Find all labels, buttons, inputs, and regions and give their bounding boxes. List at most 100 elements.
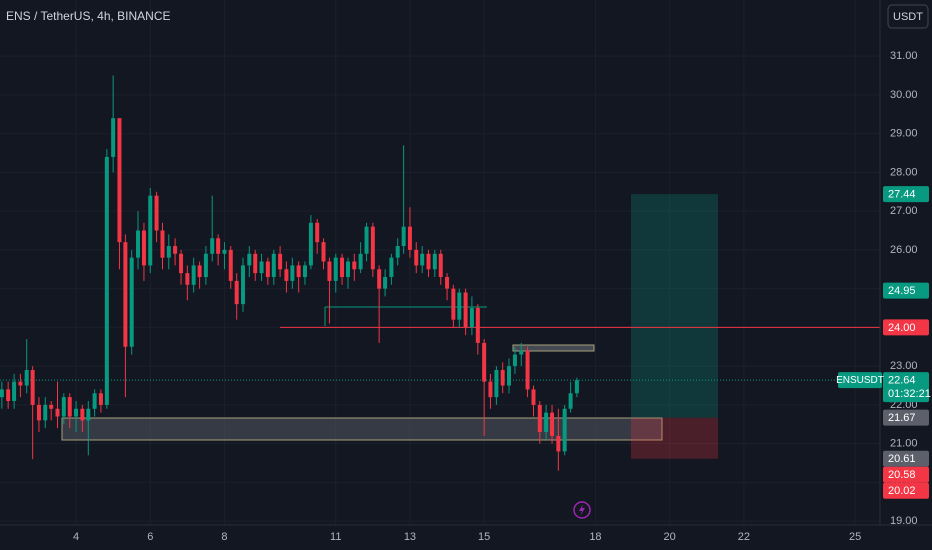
candle-body: [507, 366, 512, 386]
candle-body: [377, 269, 382, 289]
y-tick-label: 31.00: [890, 50, 918, 62]
candles: [0, 75, 579, 471]
position-profit-zone: [631, 194, 718, 418]
candle-body: [203, 253, 208, 278]
countdown: 01:32:21: [888, 388, 931, 400]
candle-body: [30, 370, 35, 405]
x-tick-label: 25: [849, 531, 861, 543]
x-tick-label: 13: [404, 531, 416, 543]
x-tick-label: 20: [664, 531, 676, 543]
y-tick-label: 30.00: [890, 89, 918, 101]
candle-body: [166, 246, 171, 258]
candle-body: [111, 118, 116, 157]
candle-body: [574, 380, 579, 394]
y-tick-label: 26.00: [890, 244, 918, 256]
candle-body: [438, 253, 443, 278]
candle-body: [340, 257, 345, 278]
candle-body: [117, 118, 122, 243]
symbol-tag: [838, 372, 882, 389]
candle-body: [104, 156, 109, 405]
candle-body: [389, 257, 394, 278]
x-tick-label: 15: [478, 531, 490, 543]
lightning-icon[interactable]: [573, 501, 591, 519]
candle-body: [271, 253, 276, 278]
candle-body: [568, 393, 573, 409]
price-tag: [883, 319, 929, 336]
candle-body: [234, 280, 239, 305]
candle-body: [216, 238, 221, 254]
candle-body: [345, 261, 350, 278]
candle-body: [469, 308, 474, 328]
icon-circle[interactable]: [573, 501, 591, 519]
candle-body: [24, 370, 29, 386]
candle-body: [74, 408, 79, 417]
candle-body: [562, 408, 567, 452]
candle-body: [290, 265, 295, 281]
candle-body: [500, 370, 505, 386]
price-tag: [883, 186, 929, 203]
price-tag: [883, 282, 929, 299]
grid: [0, 0, 880, 525]
candle-body: [123, 242, 128, 347]
candle-body: [49, 404, 54, 409]
candle-body: [278, 253, 283, 270]
candle-body: [210, 238, 215, 254]
candle-body: [136, 230, 141, 258]
candle-body: [308, 222, 313, 266]
candle-body: [370, 226, 375, 270]
candle-body: [407, 226, 412, 250]
price-tag-label: 20.61: [888, 453, 916, 465]
price-tag: [883, 372, 929, 403]
y-tick-label: 21.00: [890, 438, 918, 450]
candle-body: [80, 408, 85, 421]
candle-body: [43, 404, 48, 421]
candle-body: [519, 350, 524, 355]
candle-body: [463, 292, 468, 328]
candle-body: [544, 412, 549, 433]
y-tick-label: 19.00: [890, 515, 918, 527]
price-tag-label: 24.95: [888, 285, 916, 297]
candle-body: [383, 277, 388, 289]
icon-bolt[interactable]: [579, 504, 585, 516]
position-loss-zone: [631, 417, 718, 459]
candle-body: [537, 404, 542, 433]
price-tag-label: 20.58: [888, 469, 916, 481]
candle-body: [154, 195, 159, 231]
candle-body: [512, 354, 517, 367]
y-tick-label: 23.00: [890, 360, 918, 372]
candle-body: [12, 381, 17, 402]
candle-body: [197, 265, 202, 278]
y-tick-label: 28.00: [890, 166, 918, 178]
candle-body: [426, 253, 431, 270]
candle-body: [296, 265, 301, 278]
candle-body: [141, 230, 146, 266]
currency-button[interactable]: [887, 4, 929, 29]
candle-body: [18, 381, 23, 386]
candle-body: [0, 389, 4, 398]
price-tag-label: 21.67: [888, 412, 916, 424]
candle-body: [445, 277, 450, 289]
price-tag-label: 20.02: [888, 485, 916, 497]
candle-body: [253, 253, 258, 274]
price-tag: [883, 482, 929, 499]
candle-body: [222, 249, 227, 254]
candle-body: [420, 253, 425, 266]
candle-body: [148, 195, 153, 266]
resistance-box: [512, 344, 595, 352]
candle-body: [55, 408, 60, 417]
candle-body: [247, 253, 252, 266]
x-tick-label: 22: [738, 531, 750, 543]
price-tag: [883, 450, 929, 467]
candle-body: [457, 292, 462, 320]
candle-body: [228, 249, 233, 281]
x-tick-label: 18: [589, 531, 601, 543]
currency-label[interactable]: USDT: [893, 11, 923, 23]
candle-body: [531, 389, 536, 405]
y-tick-label: 29.00: [890, 128, 918, 140]
candle-body: [67, 397, 72, 417]
candle-body: [241, 265, 246, 305]
candle-body: [185, 273, 190, 285]
candle-body: [86, 408, 91, 421]
